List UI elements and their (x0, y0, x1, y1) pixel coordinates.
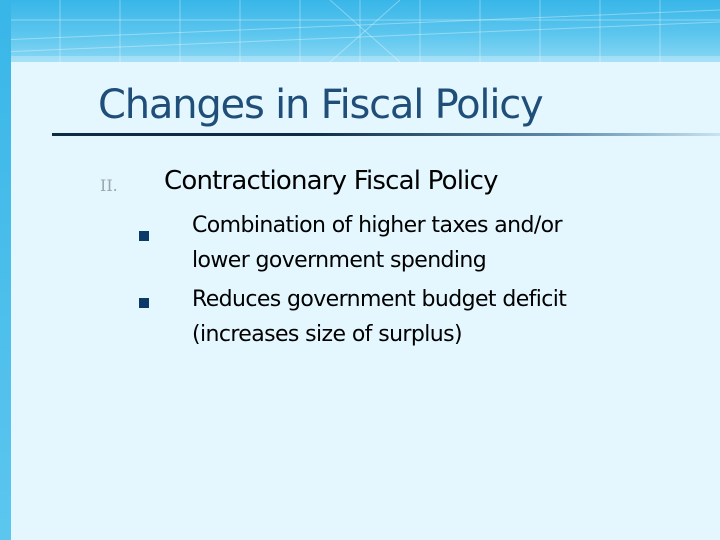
left-accent-bar (0, 0, 11, 540)
bullet-line: Reduces government budget deficit (192, 287, 567, 312)
bullet-item: Reduces government budget deficit (incre… (192, 282, 567, 352)
header-banner (0, 0, 720, 62)
section-heading: Contractionary Fiscal Policy (164, 166, 498, 196)
slide-title: Changes in Fiscal Policy (98, 82, 544, 128)
bullet-marker (139, 231, 149, 241)
banner-building-pattern (0, 0, 720, 62)
bullet-marker (139, 298, 149, 308)
bullet-line: Combination of higher taxes and/or (192, 213, 563, 238)
bullet-line: (increases size of surplus) (192, 322, 463, 347)
bullet-line: lower government spending (192, 248, 487, 273)
section-number: II. (100, 176, 118, 195)
bullet-item: Combination of higher taxes and/or lower… (192, 208, 563, 278)
title-underline (52, 133, 720, 136)
